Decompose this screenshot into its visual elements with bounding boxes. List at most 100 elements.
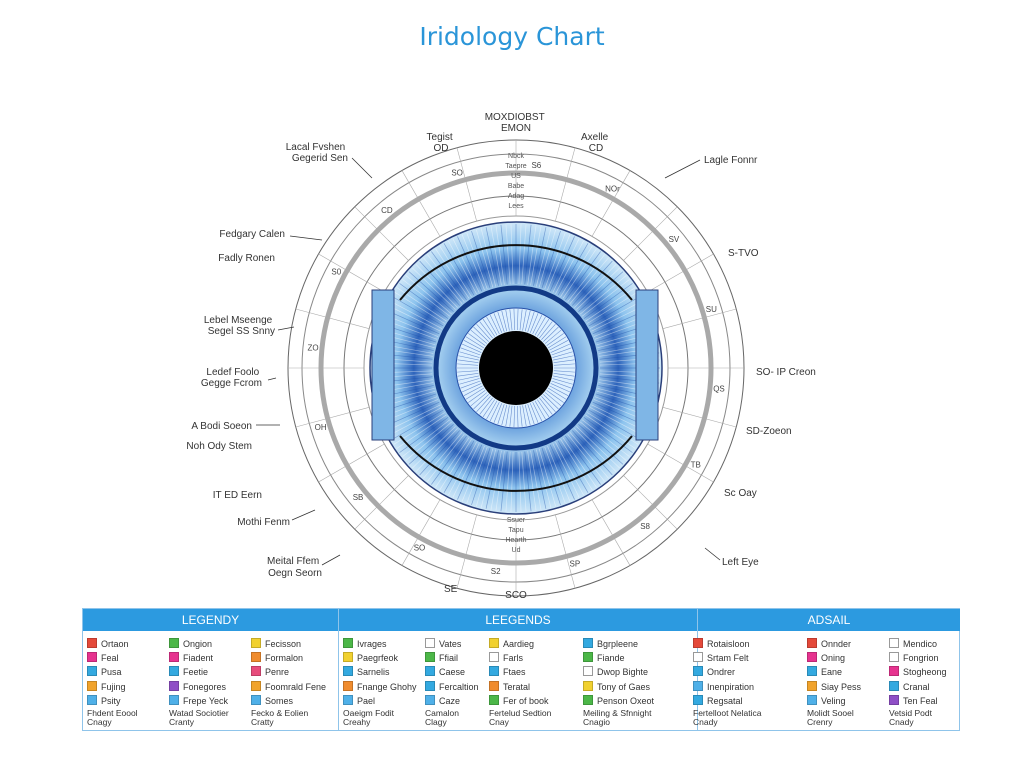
- legend-column: Ivrages Paegrfeok Sarnelis Fnange Ghohy Pael…: [343, 637, 427, 727]
- legend-swatch: [251, 666, 261, 677]
- iris-fiber: [580, 275, 627, 315]
- callout-left-4-line-2: Gegge Fcrom: [201, 378, 262, 389]
- legend-panel: LEGENDY LEEGENDS ADSAIL Ortaon Feal Pusa Fu…: [82, 608, 960, 731]
- callout-left-4-line-1: Ledef Foolo: [206, 367, 259, 378]
- callout-top-center-line-1: MOXDIOBST: [485, 112, 545, 123]
- legend-item: Srtam Felt: [693, 651, 777, 665]
- segment-spokes: [288, 140, 744, 596]
- legend-item: Fiande: [583, 651, 667, 665]
- inner-fiber: [527, 311, 535, 332]
- iris-fiber: [500, 224, 508, 285]
- outer-ring-label: TB: [691, 460, 701, 469]
- legend-swatch: [251, 680, 261, 691]
- segment-spoke: [555, 514, 576, 589]
- iris-fiber: [457, 236, 483, 292]
- segment-spoke: [456, 147, 477, 222]
- inner-fiber: [468, 390, 486, 403]
- callout-top-left-line-1: Tegist: [427, 132, 453, 143]
- iris-fiber: [471, 447, 491, 506]
- iris-fiber: [581, 279, 630, 317]
- iris-fiber: [386, 404, 441, 432]
- iris-fiber: [588, 409, 641, 441]
- inner-fiber: [553, 375, 574, 381]
- inner-bottom-label: Ssuer: [507, 517, 526, 524]
- legend-item-label: Ondrer: [707, 667, 736, 678]
- legend-item-label: Stogheong: [903, 667, 947, 678]
- callout-top-center: MOXDIOBST EMON: [485, 112, 548, 134]
- legend-column: Aardieg Farls Ftaes Teratal Fer of book Ferte…: [489, 637, 573, 727]
- inner-fiber: [497, 311, 505, 332]
- legend-swatch: [693, 652, 703, 663]
- legend-swatch: [343, 652, 353, 663]
- callout-top-left-line-2: OD: [434, 143, 449, 154]
- callout-left-3-line-2: Segel SS Snny: [208, 326, 275, 337]
- inner-fiber: [534, 316, 546, 336]
- legend-swatch: [87, 652, 97, 663]
- legend-item-label: Fiadent: [183, 653, 214, 664]
- legend-swatch: [425, 680, 435, 691]
- inner-fiber: [517, 405, 519, 427]
- inner-fiber: [486, 400, 498, 420]
- iris-fiber: [461, 445, 485, 502]
- iris-fiber: [578, 271, 624, 313]
- legend-swatch: [489, 694, 499, 705]
- legend-swatch: [169, 638, 179, 648]
- iris-fiber: [590, 300, 644, 329]
- iris-fiber: [560, 245, 593, 297]
- legend-column-footer: Camalon Clagy: [425, 708, 509, 727]
- inner-fiber: [473, 394, 489, 410]
- legend-item: Stogheong: [889, 665, 973, 679]
- segment-spoke: [647, 253, 714, 293]
- legend-item-label: Srtam Felt: [707, 653, 749, 664]
- legend-item: Ftaes: [489, 665, 573, 679]
- iris-fiber: [500, 451, 508, 512]
- legend-item-label: Rotaisloon: [707, 639, 750, 649]
- legend-item: Oning: [807, 651, 891, 665]
- segment-spoke: [295, 308, 370, 329]
- legend-swatch: [807, 638, 817, 648]
- iris-fiber: [547, 234, 571, 291]
- inner-fiber: [546, 390, 564, 403]
- segment-spoke: [591, 170, 631, 237]
- inner-fiber: [550, 383, 571, 393]
- inner-fiber: [457, 363, 479, 366]
- inner-fiber: [463, 340, 483, 351]
- legend-swatch: [343, 638, 353, 648]
- segment-spoke: [354, 475, 409, 530]
- inner-fiber: [460, 380, 481, 389]
- legend-swatch: [583, 680, 593, 691]
- legend-item-label: Farls: [503, 653, 523, 664]
- inner-fiber: [553, 359, 575, 364]
- iris-fiber: [386, 304, 441, 332]
- legend-item-label: Dwop Bighte: [597, 667, 649, 678]
- legend-item: Fercaltion: [425, 680, 509, 694]
- iris-fiber: [505, 451, 511, 512]
- legend-swatch: [693, 694, 703, 705]
- inner-fiber: [519, 309, 523, 331]
- inner-fiber: [552, 378, 573, 385]
- segment-spoke: [662, 407, 737, 428]
- inner-fiber: [457, 372, 479, 377]
- outer-ring-label: ZO: [307, 344, 318, 353]
- legend-footer-line: Cranty: [169, 716, 195, 727]
- inner-fiber: [489, 402, 500, 422]
- legend-header-2: LEEGENDS: [339, 609, 697, 631]
- legend-column-footer: Fhdent Eoool Cnagy: [87, 708, 171, 727]
- outer-ring-label: NOr: [605, 184, 620, 193]
- iris-fiber: [569, 257, 609, 304]
- legend-item: Ortaon: [87, 637, 171, 651]
- inner-fiber: [513, 309, 515, 331]
- inner-fiber: [461, 383, 482, 393]
- leader-bottom-left: [321, 554, 341, 566]
- legend-item: Paegrfeok: [343, 651, 427, 665]
- legend-swatch: [425, 666, 435, 677]
- iris-fiber: [535, 228, 552, 287]
- legend-swatch: [425, 694, 435, 705]
- legend-item: Vates: [425, 637, 509, 651]
- legend-item-label: Paegrfeok: [357, 653, 399, 664]
- legend-item: Somes: [251, 694, 335, 708]
- inner-fiber: [546, 333, 564, 346]
- collarette-ring: [433, 285, 599, 451]
- legend-item-label: Formalon: [265, 653, 304, 664]
- pupil: [479, 331, 553, 405]
